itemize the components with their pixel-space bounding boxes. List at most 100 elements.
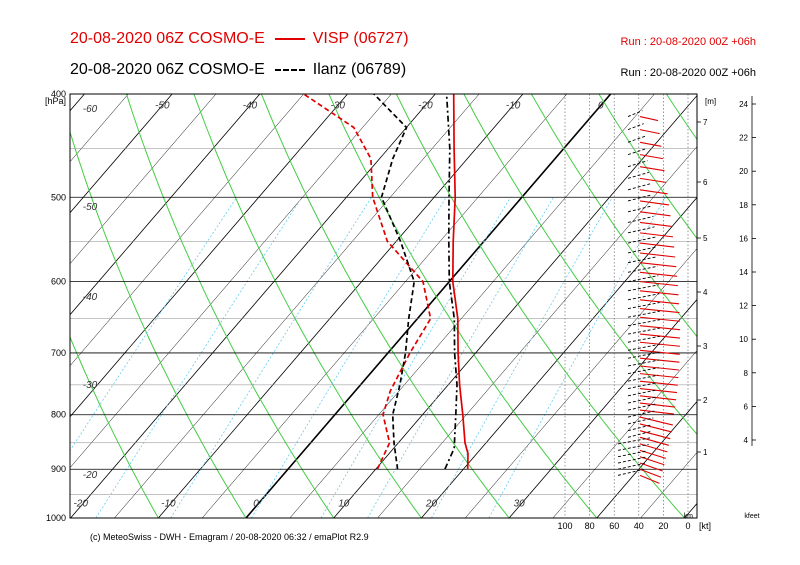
wind-barb-ilanz <box>617 443 649 451</box>
wind-barb-visp <box>639 430 671 440</box>
wind-barb-ilanz <box>627 396 657 404</box>
isotherm-label-top: 0 <box>598 100 604 111</box>
wind-barb-ilanz <box>627 403 656 411</box>
mixing-ratio-line <box>367 197 554 518</box>
isotherm-label-top: -20 <box>418 100 433 111</box>
isotherm-label: 10 <box>338 498 350 509</box>
isotherm-line <box>465 248 697 518</box>
wind-barb-ilanz <box>627 359 660 367</box>
wind-barb-ilanz <box>617 437 651 445</box>
kfeet-tick-label: 20 <box>739 167 748 176</box>
wind-barb-visp <box>639 349 680 355</box>
wind-barb-ilanz <box>627 327 661 335</box>
wind-barb-visp <box>639 388 678 394</box>
wind-barb-ilanz <box>617 450 648 458</box>
isotherm-label: -20 <box>73 498 88 509</box>
wind-barb-ilanz <box>627 284 659 292</box>
wind-barb-ilanz <box>627 424 653 432</box>
wind-barb-visp <box>639 281 678 287</box>
isotherm-line <box>596 400 697 518</box>
wind-barb-ilanz <box>627 275 659 283</box>
isotherm-label-top: -30 <box>330 100 345 111</box>
wind-speed-tick-label: 100 <box>557 521 572 531</box>
kfeet-unit: kfeet <box>744 513 759 520</box>
wind-barb-ilanz <box>627 135 646 143</box>
pressure-axis-label: [hPa] <box>45 96 66 106</box>
credit-text: (c) MeteoSwiss - DWH - Emagram / 20-08-2… <box>90 532 369 542</box>
dry-adiabat <box>665 94 697 141</box>
isotherm-line <box>552 350 697 518</box>
wind-barb-ilanz <box>617 468 644 476</box>
wind-barb-ilanz <box>627 194 652 202</box>
wind-barb-visp <box>639 177 667 183</box>
isotherm-line <box>70 94 261 316</box>
wind-barb-ilanz <box>627 310 660 318</box>
height-tick-label: 3 <box>703 342 708 351</box>
isotherm-label-left: -60 <box>83 104 98 115</box>
legend-line-ilanz <box>274 68 305 71</box>
isotherm-line <box>70 94 85 112</box>
isotherm-line <box>289 94 655 518</box>
isotherm-line <box>70 94 304 367</box>
kfeet-tick-label: 10 <box>739 335 748 344</box>
isotherm-label-left: -50 <box>83 202 98 213</box>
wind-barb-ilanz <box>627 382 658 390</box>
dry-adiabat <box>530 94 697 338</box>
wind-barb-visp <box>639 409 675 415</box>
wind-barb-visp <box>639 365 680 371</box>
wind-barb-visp <box>639 456 665 466</box>
mixing-ratio-line <box>95 197 303 518</box>
wind-barb-visp <box>639 154 664 160</box>
kfeet-tick-label: 4 <box>744 436 749 445</box>
pressure-tick-label: 500 <box>51 192 66 202</box>
temperature-profile-ilanz <box>444 94 458 470</box>
wind-barb-ilanz <box>627 160 648 168</box>
legend-line-visp <box>274 37 305 40</box>
wind-barb-ilanz <box>627 256 658 264</box>
height-axis-label: [m] <box>705 97 716 106</box>
wind-barb-ilanz <box>627 335 661 343</box>
wind-speed-tick-label: 80 <box>585 521 595 531</box>
isotherm-label-top: -40 <box>243 100 258 111</box>
pressure-tick-label: 600 <box>51 277 66 287</box>
isotherm-line <box>640 452 697 518</box>
isotherm-line <box>70 94 436 518</box>
station-visp: VISP (06727) <box>312 30 409 47</box>
wind-barb-ilanz <box>627 226 655 234</box>
height-tick-label: 2 <box>703 396 708 405</box>
isotherm-label-top: -10 <box>506 100 521 111</box>
wind-barb-visp <box>639 474 660 484</box>
dewpoint-profile-visp <box>303 94 432 470</box>
dry-adiabat <box>395 94 685 518</box>
wind-barb-ilanz <box>627 319 661 327</box>
wind-barb-ilanz <box>627 367 659 375</box>
wind-barb-visp <box>639 325 680 331</box>
wind-barb-ilanz <box>627 216 654 223</box>
kfeet-tick-label: 6 <box>744 402 749 411</box>
height-unit-km: km <box>684 513 694 520</box>
wind-barb-ilanz <box>627 351 660 359</box>
wind-barb-visp <box>639 357 680 363</box>
wind-barb-visp <box>639 416 673 426</box>
kfeet-tick-label: 12 <box>739 302 748 311</box>
wind-barb-ilanz <box>627 123 644 131</box>
pressure-tick-label: 800 <box>51 410 66 420</box>
kfeet-tick-label: 22 <box>739 134 748 143</box>
wind-barb-ilanz <box>617 462 645 470</box>
mixing-ratio-line <box>488 197 666 518</box>
wind-speed-tick-label: 60 <box>609 521 619 531</box>
isotherm-label-top: -50 <box>155 100 170 111</box>
wind-barb-ilanz <box>627 430 652 438</box>
wind-barb-ilanz <box>627 171 649 179</box>
isotherm-label: 20 <box>425 498 438 509</box>
wind-barb-visp <box>639 116 659 122</box>
isotherm-label: 30 <box>514 498 526 509</box>
wind-speed-unit: [kt] <box>699 521 711 531</box>
plot-frame <box>69 93 698 519</box>
wind-barb-visp <box>639 221 672 228</box>
wind-barb-visp <box>639 462 663 472</box>
isotherm-line <box>157 94 524 518</box>
wind-barb-visp <box>639 242 675 248</box>
dewpoint-profile-ilanz <box>373 94 416 470</box>
